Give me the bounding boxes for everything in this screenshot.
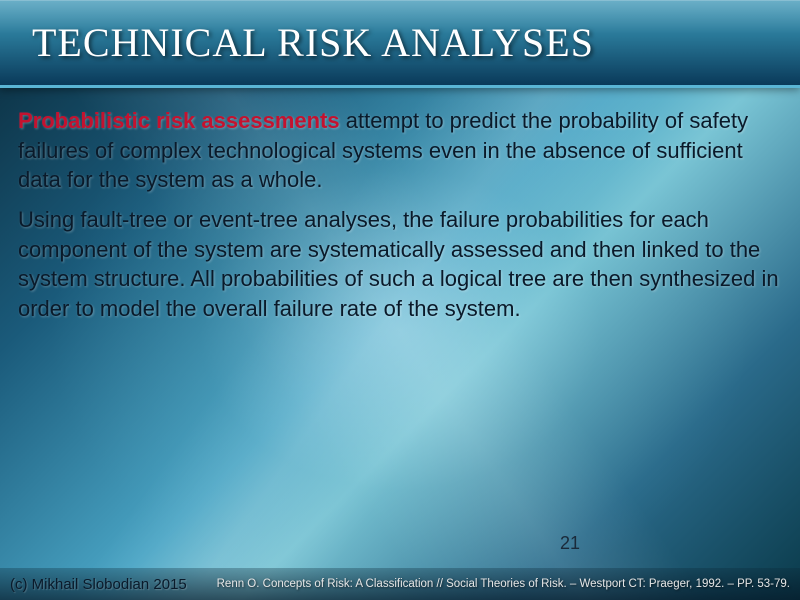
- highlighted-term: Probabilistic risk assessments: [18, 108, 340, 133]
- page-number: 21: [560, 533, 580, 554]
- copyright-text: (c) Mikhail Slobodian 2015: [10, 576, 187, 593]
- paragraph-1: Probabilistic risk assessments attempt t…: [18, 106, 782, 195]
- slide-title: TECHNICAL RISK ANALYSES: [32, 19, 594, 66]
- slide-content: Probabilistic risk assessments attempt t…: [0, 88, 800, 324]
- citation-text: Renn O. Concepts of Risk: A Classificati…: [217, 578, 790, 590]
- slide-footer: (c) Mikhail Slobodian 2015 Renn O. Conce…: [0, 568, 800, 600]
- paragraph-2: Using fault-tree or event-tree analyses,…: [18, 205, 782, 324]
- slide-header: TECHNICAL RISK ANALYSES: [0, 0, 800, 88]
